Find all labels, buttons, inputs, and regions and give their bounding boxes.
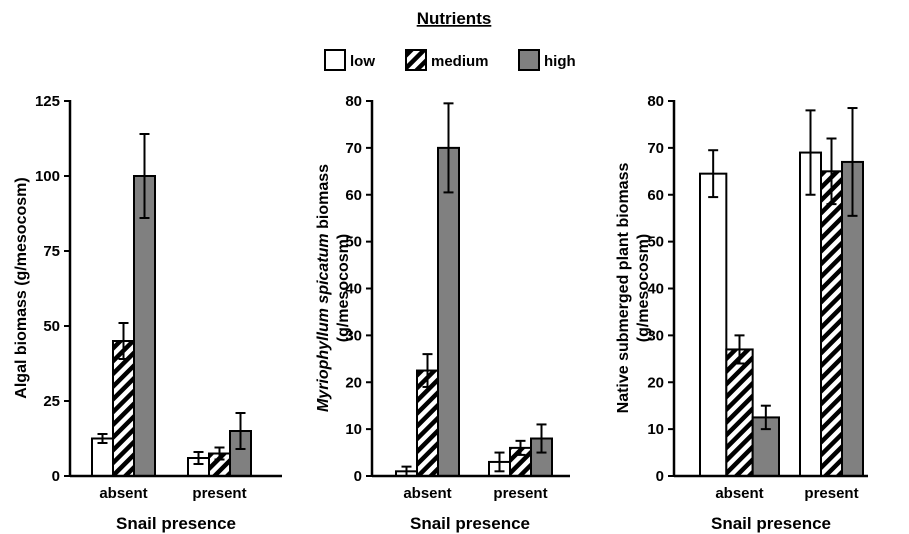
x-category-label: present	[804, 485, 858, 502]
bar-high-absent	[437, 146, 460, 477]
y-tick-label: 0	[354, 468, 362, 485]
y-axis-label-italic: Myriophyllum spicatum	[315, 233, 332, 412]
x-axis-label: Snail presence	[116, 514, 236, 533]
legend: Nutrients low medium high	[324, 9, 576, 71]
bar-low-present	[799, 151, 822, 477]
legend-title: Nutrients	[417, 9, 492, 28]
y-tick-label: 80	[345, 93, 362, 110]
legend-swatch-high	[518, 49, 540, 71]
y-tick-label: 40	[345, 281, 362, 298]
y-tick-label: 60	[647, 187, 664, 204]
y-tick-label: 80	[647, 93, 664, 110]
bar-medium-present	[820, 170, 843, 477]
y-axis-label: Algal biomass (g/mesocosm)	[13, 177, 30, 398]
bar-low-absent	[699, 172, 728, 477]
bar-low-absent	[91, 437, 114, 477]
x-axis-label: Snail presence	[410, 514, 530, 533]
x-category-label: present	[493, 485, 547, 502]
y-tick-label: 60	[345, 187, 362, 204]
y-tick-label: 40	[647, 281, 664, 298]
y-tick-label: 100	[35, 168, 60, 185]
y-tick-label: 30	[345, 327, 362, 344]
y-tick-label: 70	[345, 140, 362, 157]
y-tick-label: 75	[43, 243, 60, 260]
y-axis-label-rest: biomass	[315, 164, 332, 233]
legend-swatch-medium	[405, 49, 427, 71]
x-category-label: present	[192, 485, 246, 502]
y-axis-label: Native submerged plant biomass	[615, 163, 632, 414]
legend-label-high: high	[544, 53, 576, 70]
bar-medium-absent	[725, 348, 754, 477]
y-tick-label: 0	[656, 468, 664, 485]
bar-medium-absent	[112, 340, 135, 477]
x-category-label: absent	[403, 485, 451, 502]
y-tick-label: 30	[647, 327, 664, 344]
y-tick-label: 125	[35, 93, 60, 110]
y-tick-label: 70	[647, 140, 664, 157]
x-category-label: absent	[715, 485, 763, 502]
y-tick-label: 20	[647, 374, 664, 391]
y-tick-label: 50	[345, 234, 362, 251]
x-axis-label: Snail presence	[711, 514, 831, 533]
y-tick-label: 50	[647, 234, 664, 251]
y-tick-label: 50	[43, 318, 60, 335]
y-axis-label-line2: (g/mesocosm)	[335, 234, 352, 342]
y-axis-label: Myriophyllum spicatum biomass	[315, 164, 332, 412]
legend-swatch-low	[324, 49, 346, 71]
bar-high-absent	[133, 175, 156, 477]
panel-native-plant-biomass: 0 10 20 30 40 50 60 70 80 absent present Snail pre…	[615, 93, 868, 533]
legend-label-medium: medium	[431, 53, 489, 70]
y-tick-label: 0	[52, 468, 60, 485]
panel-algal-biomass: 0 25 50 75 100 125 absent present Snail presenc…	[13, 93, 282, 533]
legend-label-low: low	[350, 53, 375, 70]
y-tick-label: 25	[43, 393, 60, 410]
y-tick-label: 20	[345, 374, 362, 391]
x-category-label: absent	[99, 485, 147, 502]
panel-myriophyllum-biomass: 0 10 20 30 40 50 60 70 80 absent present Snail pre…	[315, 93, 570, 533]
y-axis-label-line2: (g/mesocosm)	[635, 234, 652, 342]
y-tick-label: 10	[647, 421, 664, 438]
y-tick-label: 10	[345, 421, 362, 438]
